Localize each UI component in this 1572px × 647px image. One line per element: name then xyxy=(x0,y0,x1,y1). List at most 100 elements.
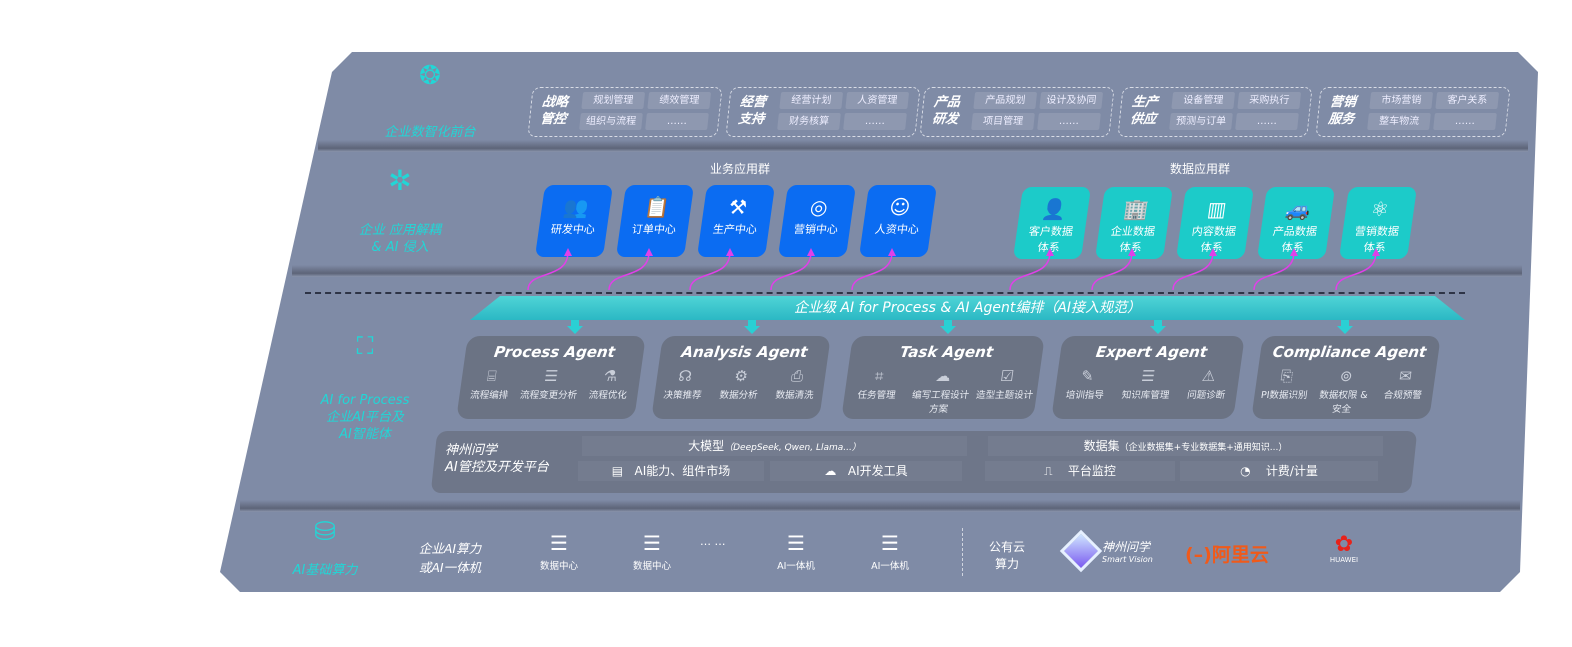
agent-capability: ⚠ 问题诊断 xyxy=(1175,365,1240,401)
capability-icon: ⚗ xyxy=(602,367,619,385)
agent-card[interactable]: Process Agent ⌸ 流程编排 ☰ 流程变更分析 ⚗ 流程优化 xyxy=(456,336,646,419)
capability-icon: ☰ xyxy=(1140,367,1157,385)
arrow-head xyxy=(645,248,653,256)
ellipsis: … … xyxy=(700,535,726,548)
divider xyxy=(240,500,1520,512)
monitor-bar[interactable]: ⎍ 平台监控 xyxy=(985,461,1175,481)
smart-vision-logo: 神州问学 Smart Vision xyxy=(1102,540,1153,564)
agent-capability: ⊚ 数据权限 & 安全 xyxy=(1311,365,1377,415)
down-arrow xyxy=(1337,320,1353,334)
arrow-head xyxy=(807,248,815,256)
agent-capability: ⌸ 流程编排 xyxy=(459,365,523,401)
capability-icon: ⌸ xyxy=(486,367,498,385)
capability-icon: ☊ xyxy=(677,367,694,385)
apps-label: 企业 应用解耦 & AI 侵入 xyxy=(358,223,442,255)
arrow-head xyxy=(564,248,572,256)
agent-capability: ☰ 流程变更分析 xyxy=(518,365,582,401)
down-arrow xyxy=(744,320,760,334)
arrow-head xyxy=(1372,248,1380,256)
business-group-title: 业务应用群 xyxy=(709,162,770,176)
connector-arrow xyxy=(851,251,893,291)
agent-title: Compliance Agent xyxy=(1271,343,1428,361)
server-node: ☰ AI一体机 xyxy=(860,530,920,572)
connector-arrow xyxy=(608,251,650,291)
huawei-logo: ✿ HUAWEI xyxy=(1322,532,1366,565)
divider xyxy=(318,140,1528,152)
connector-arrow xyxy=(527,251,569,291)
arrow-head xyxy=(1209,248,1217,256)
connector-arrow xyxy=(689,251,731,291)
ai-label-1: AI for Process xyxy=(320,393,410,408)
platform-name-2: AI管控及开发平台 xyxy=(445,460,549,475)
connector-arrow xyxy=(1009,251,1051,291)
arrow-head xyxy=(888,248,896,256)
arrow-head xyxy=(1290,248,1298,256)
capability-icon: ☑ xyxy=(999,367,1016,385)
face-scan-icon: ⛶ xyxy=(356,332,374,360)
agent-capability: ⌗ 任务管理 xyxy=(842,365,912,415)
connector-arrow xyxy=(1172,251,1214,291)
ai-market-bar[interactable]: ▤ AI能力、组件市场 xyxy=(578,461,764,481)
capability-icon: ⎙ xyxy=(789,367,805,385)
market-icon: ▤ xyxy=(611,464,627,478)
server-icon: ☰ xyxy=(643,531,661,555)
capability-icon: ⌗ xyxy=(873,367,885,385)
infra-label: AI基础算力 xyxy=(292,563,358,578)
dashed-separator xyxy=(305,292,1465,294)
agent-capability: ⎘ PI数据识别 xyxy=(1252,365,1318,415)
down-arrow xyxy=(567,320,583,334)
dataset-bar: 数据集（企业数据集+专业数据集+通用知识...） xyxy=(988,436,1383,456)
connector-arrow xyxy=(1253,251,1295,291)
molecule-icon: ✲ xyxy=(388,164,412,197)
agent-card[interactable]: Compliance Agent ⎘ PI数据识别 ⊚ 数据权限 & 安全 ✉ 合规预警 xyxy=(1251,336,1441,419)
arrow-head xyxy=(1128,248,1136,256)
divider xyxy=(962,528,963,576)
server-node: ☰ AI一体机 xyxy=(766,530,826,572)
connector-arrow xyxy=(1335,251,1377,291)
agent-capability: ☑ 造型主题设计 xyxy=(970,365,1040,415)
capability-icon: ⚙ xyxy=(733,367,750,385)
aliyun-icon: (–) xyxy=(1185,544,1212,566)
huawei-petal-icon: ✿ xyxy=(1334,532,1354,557)
agent-card[interactable]: Analysis Agent ☊ 决策推荐 ⚙ 数据分析 ⎙ 数据清洗 xyxy=(651,336,831,419)
billing-bar[interactable]: ◔ 计费/计量 xyxy=(1180,461,1378,481)
agent-title: Analysis Agent xyxy=(680,343,809,361)
gauge-icon: ◔ xyxy=(1240,464,1251,478)
database-icon: ⛁ xyxy=(314,517,336,547)
down-arrow xyxy=(940,320,956,334)
agent-title: Expert Agent xyxy=(1094,343,1209,361)
agent-capability: ✎ 培训指导 xyxy=(1054,365,1119,401)
agent-capability: ⎙ 数据清洗 xyxy=(766,365,826,401)
agent-capability: ⚗ 流程优化 xyxy=(578,365,642,401)
capability-icon: ⎘ xyxy=(1279,367,1295,385)
capability-icon: ✎ xyxy=(1079,367,1096,385)
agent-capability: ☁ 编写工程设计方案 xyxy=(906,365,976,415)
server-node: ☰ 数据中心 xyxy=(622,530,682,572)
server-icon: ☰ xyxy=(787,531,805,555)
devtools-icon: ☁ xyxy=(824,464,841,478)
agent-title: Task Agent xyxy=(898,343,995,361)
agent-capability: ☰ 知识库管理 xyxy=(1115,365,1180,401)
agent-capability: ✉ 合规预警 xyxy=(1371,365,1437,415)
platform-name-1: 神州问学 xyxy=(445,443,498,458)
agent-card[interactable]: Task Agent ⌗ 任务管理 ☁ 编写工程设计方案 ☑ 造型主题设计 xyxy=(841,336,1045,419)
data-group-title: 数据应用群 xyxy=(1169,162,1230,176)
server-node: ☰ 数据中心 xyxy=(529,530,589,572)
capability-icon: ☰ xyxy=(543,367,560,385)
capability-icon: ⚠ xyxy=(1200,367,1217,385)
ai-devtools-bar[interactable]: ☁ AI开发工具 xyxy=(770,461,962,481)
ai-label-3: AI智能体 xyxy=(339,427,391,442)
arrow-head xyxy=(1046,248,1054,256)
ai-orchestration-banner: 企业级 AI for Process & AI Agent编排（AI接入规范） xyxy=(470,296,1465,320)
server-icon: ☰ xyxy=(881,531,899,555)
monitor-icon: ⎍ xyxy=(1044,464,1053,478)
down-arrow xyxy=(1150,320,1166,334)
agent-title: Process Agent xyxy=(492,343,617,361)
front-label: 企业数智化前台 xyxy=(384,125,476,140)
ai-label-2: 企业AI平台及 xyxy=(326,410,404,425)
arrow-head xyxy=(726,248,734,256)
agent-capability: ⚙ 数据分析 xyxy=(710,365,770,401)
agent-card[interactable]: Expert Agent ✎ 培训指导 ☰ 知识库管理 ⚠ 问题诊断 xyxy=(1051,336,1245,419)
llm-bar: 大模型（DeepSeek, Qwen, Llama...） xyxy=(582,436,967,456)
brain-icon: ❂ xyxy=(419,61,441,91)
